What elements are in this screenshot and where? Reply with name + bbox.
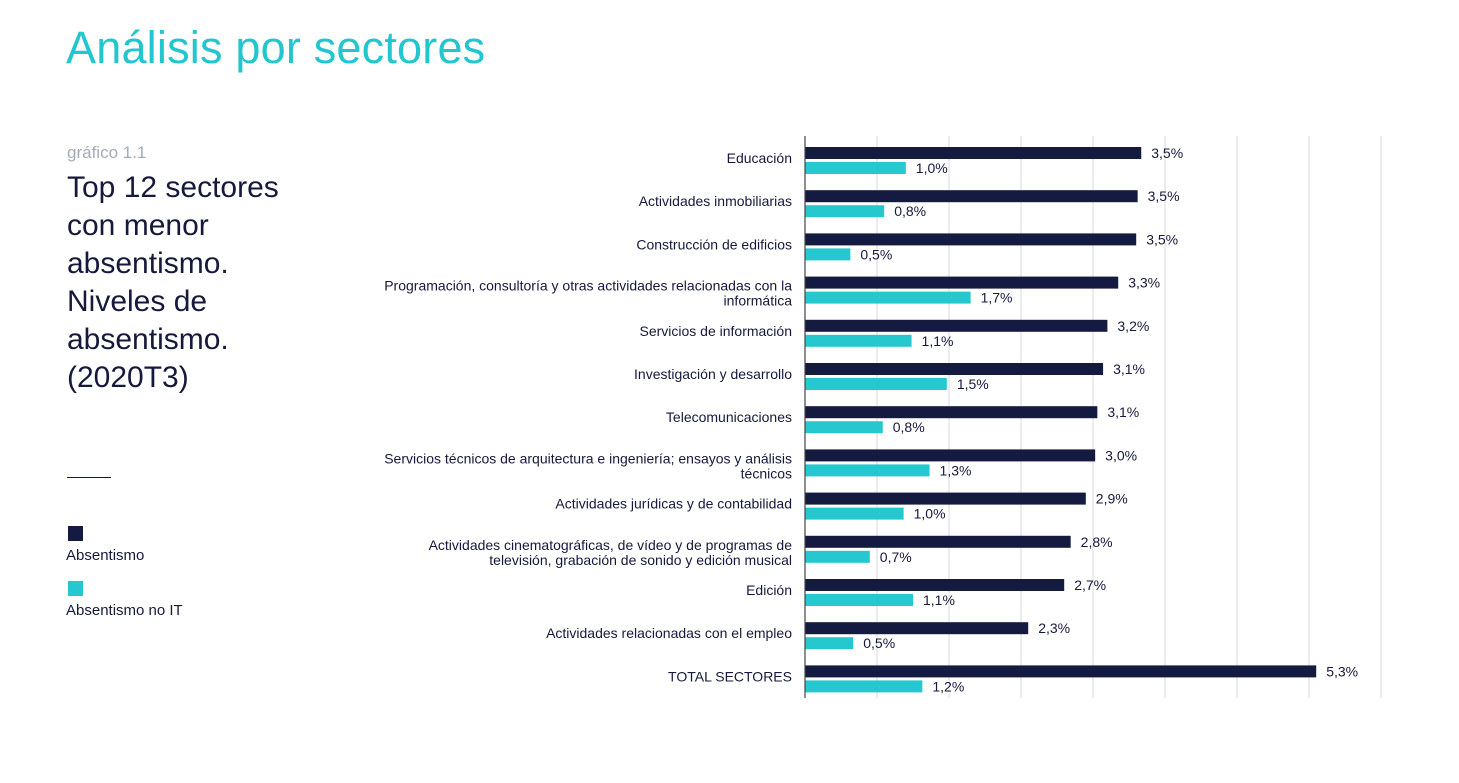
value-label-absentismo: 3,1% [1113,361,1145,377]
bar-absentismo [805,147,1142,159]
value-label-absentismo-no-it: 0,8% [894,203,926,219]
value-label-absentismo: 2,7% [1074,577,1106,593]
category-label: Actividades relacionadas con el empleo [546,625,792,641]
value-label-absentismo-no-it: 1,0% [916,160,948,176]
bar-absentismo [805,406,1098,419]
legend-label-absentismo: Absentismo [66,547,145,564]
legend-label-absentismo-no-it: Absentismo no IT [66,602,183,619]
category-label: Actividades cinematográficas, de vídeo y… [429,537,793,568]
value-label-absentismo: 5,3% [1326,663,1358,679]
category-label: Telecomunicaciones [666,409,792,425]
bar-absentismo-no-it [805,680,923,693]
value-label-absentismo-no-it: 1,7% [981,290,1013,306]
page-title: Análisis por sectores [66,22,486,73]
value-label-absentismo: 3,3% [1128,275,1160,291]
bar-absentismo [805,233,1137,246]
value-label-absentismo: 2,3% [1038,620,1070,636]
value-label-absentismo-no-it: 0,5% [860,246,892,262]
bar-absentismo [805,363,1104,375]
value-label-absentismo-no-it: 1,0% [914,506,946,522]
bar-absentismo-no-it [805,421,883,434]
value-label-absentismo-no-it: 0,7% [880,549,912,565]
value-label-absentismo: 3,2% [1117,318,1149,334]
value-label-absentismo: 3,5% [1146,231,1178,247]
value-label-absentismo-no-it: 1,1% [922,333,954,349]
bar-absentismo-no-it [805,205,885,218]
value-label-absentismo: 3,5% [1148,188,1180,204]
value-label-absentismo: 3,0% [1105,447,1137,463]
category-label: Educación [727,150,792,166]
value-label-absentismo-no-it: 1,3% [940,462,972,478]
bar-absentismo [805,665,1317,678]
bar-absentismo-no-it [805,550,870,563]
chart-number: gráfico 1.1 [67,143,147,162]
value-label-absentismo: 3,1% [1107,404,1139,420]
value-label-absentismo: 3,5% [1151,145,1183,161]
category-label: TOTAL SECTORES [668,668,792,684]
bar-absentismo [805,492,1086,505]
bar-absentismo-no-it [805,248,851,261]
bar-absentismo-no-it [805,378,947,390]
category-label: Investigación y desarrollo [634,366,792,382]
category-label: Servicios técnicos de arquitectura e ing… [384,450,792,481]
category-label: Programación, consultoría y otras activi… [384,278,792,309]
bar-absentismo [805,319,1108,332]
bar-absentismo [805,535,1071,548]
bar-absentismo-no-it [805,291,971,304]
bar-absentismo-no-it [805,637,854,650]
bar-absentismo-no-it [805,162,906,174]
value-label-absentismo: 2,9% [1096,491,1128,507]
divider [67,477,111,478]
value-label-absentismo: 2,8% [1081,534,1113,550]
category-label: Servicios de información [639,323,792,339]
bar-absentismo [805,276,1119,289]
bar-absentismo-no-it [805,464,930,477]
bar-absentismo [805,449,1096,462]
value-label-absentismo-no-it: 0,8% [893,419,925,435]
bar-absentismo [805,622,1029,635]
bar-absentismo-no-it [805,334,912,347]
value-label-absentismo-no-it: 1,2% [932,678,964,694]
value-label-absentismo-no-it: 1,1% [923,592,955,608]
category-label: Edición [746,582,792,598]
legend-swatch-absentismo-no-it [68,581,83,596]
bar-absentismo-no-it [805,594,913,606]
value-label-absentismo-no-it: 1,5% [957,376,989,392]
category-label: Construcción de edificios [636,236,792,252]
bar-absentismo [805,579,1065,591]
value-label-absentismo-no-it: 0,5% [863,635,895,651]
bar-absentismo-no-it [805,507,904,520]
category-label: Actividades jurídicas y de contabilidad [555,496,792,512]
category-label: Actividades inmobiliarias [639,193,792,209]
legend-swatch-absentismo [68,526,83,541]
chart-heading: Top 12 sectores con menor absentismo. Ni… [67,171,279,394]
bar-absentismo [805,190,1138,203]
